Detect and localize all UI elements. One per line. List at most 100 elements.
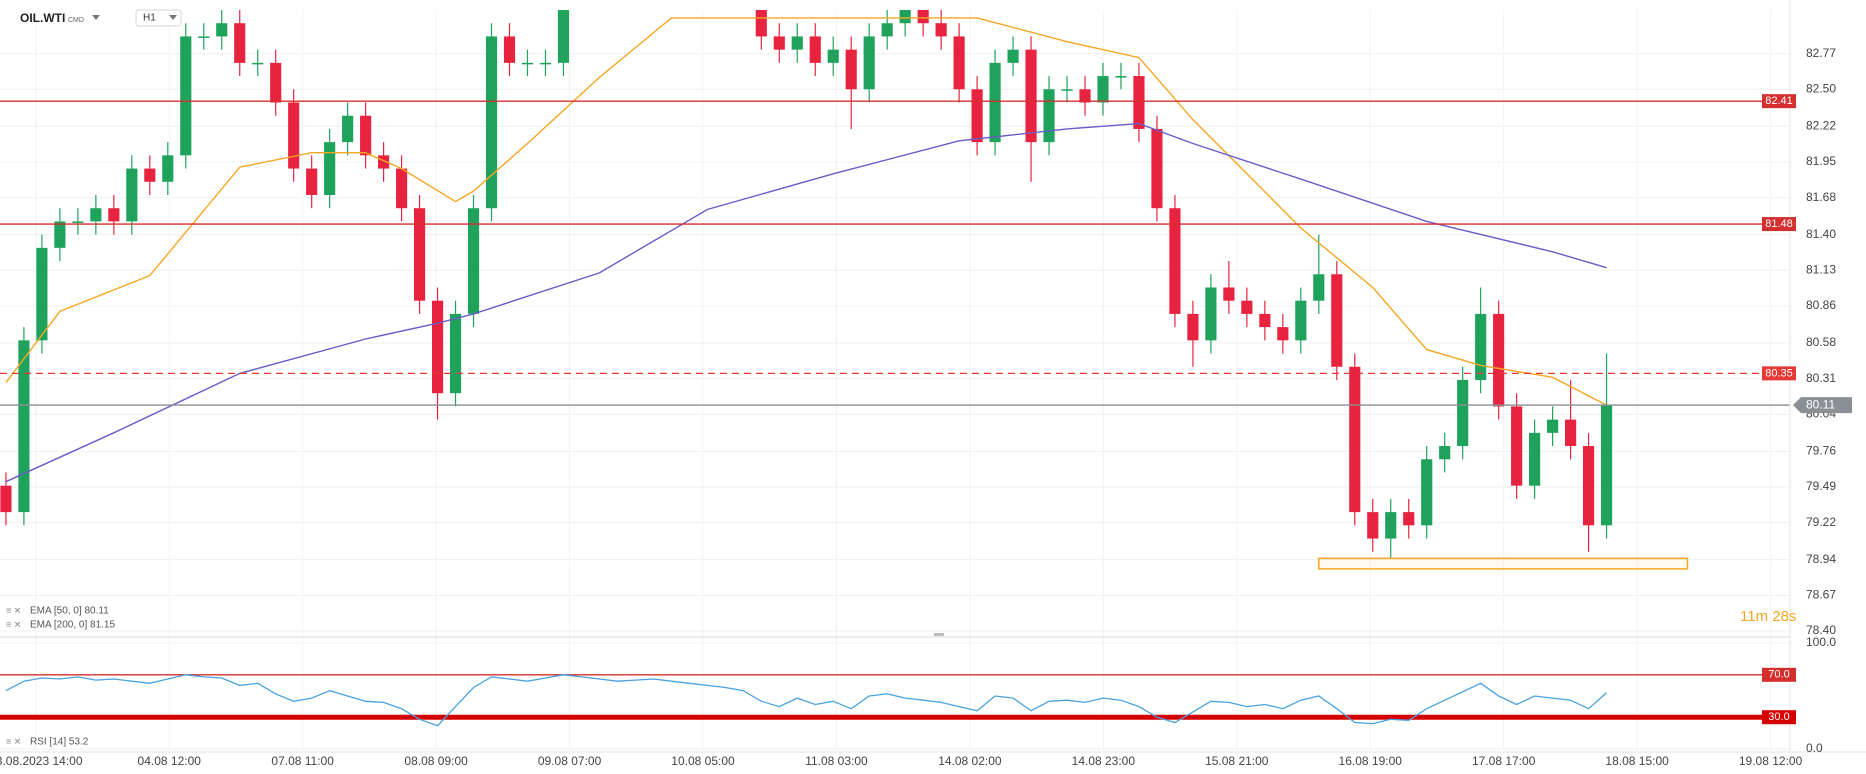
y-tick-label: 78.67 xyxy=(1806,588,1836,602)
candle-body xyxy=(324,142,336,195)
candle-body xyxy=(396,168,408,209)
x-tick-label: 17.08 17:00 xyxy=(1472,754,1536,768)
candle-body xyxy=(431,300,444,394)
candle-body xyxy=(144,168,156,182)
header: OIL.WTI CMD H1 11m 28s xyxy=(20,9,1796,625)
candle-body xyxy=(54,221,66,248)
market: CMD xyxy=(68,17,84,24)
candle-body xyxy=(306,168,318,195)
level-label-box xyxy=(1762,710,1796,725)
x-tick-label: 04.08 12:00 xyxy=(138,754,202,768)
level-label-box xyxy=(1762,667,1796,682)
candle-body xyxy=(1582,446,1595,526)
candle-body xyxy=(288,102,300,169)
x-tick-label: 19.08 12:00 xyxy=(1739,754,1803,768)
candle-body xyxy=(971,89,983,143)
y-tick-label: 80.58 xyxy=(1806,335,1836,349)
candle-body xyxy=(1403,512,1415,526)
y-tick-label: 78.94 xyxy=(1806,552,1836,566)
level-label: 80.35 xyxy=(1765,367,1793,379)
candle-body xyxy=(1313,274,1325,301)
candle-body xyxy=(216,23,228,37)
candle-body xyxy=(378,155,390,169)
symbol-dropdown-caret[interactable] xyxy=(92,15,100,20)
price-plot xyxy=(0,10,1790,570)
candle-body xyxy=(108,208,120,222)
rsi-line xyxy=(5,674,1608,727)
level-label: 81.48 xyxy=(1765,218,1793,230)
candle-body xyxy=(1493,313,1505,407)
axis-labels: 82.77 82.50 82.22 81.95 81.68 81.40 81.13 80.86… xyxy=(0,46,1852,768)
legend: ≡ ✕ EMA [50, 0] 80.11 ≡ ✕ EMA [200, 0] 81.1… xyxy=(6,605,115,747)
candle-body xyxy=(90,208,102,222)
candle-body xyxy=(881,23,893,37)
y-tick-label: 82.50 xyxy=(1806,81,1836,95)
panel-resize-handle[interactable] xyxy=(934,633,944,636)
candle-body xyxy=(1565,419,1577,447)
x-tick-label: 14.08 02:00 xyxy=(938,754,1002,768)
legend-entry: EMA [50, 0] 80.11 xyxy=(30,606,109,617)
level-label-box xyxy=(1762,217,1796,232)
candle-body xyxy=(1097,76,1109,103)
y-tick-label: 78.40 xyxy=(1806,623,1836,637)
candle-body xyxy=(342,115,354,143)
rsi-plot xyxy=(0,674,1790,727)
interval-dropdown-caret[interactable] xyxy=(169,15,177,20)
y-tick-label: 80.86 xyxy=(1806,298,1836,312)
candle-body xyxy=(503,36,516,63)
candle-body xyxy=(1277,327,1289,341)
candle-body xyxy=(1421,459,1433,526)
candle-body xyxy=(162,155,174,182)
candle-body xyxy=(1475,313,1487,380)
candle-body xyxy=(1367,512,1379,539)
candle-body xyxy=(1349,366,1361,513)
candle-body xyxy=(1007,49,1019,63)
candle-body xyxy=(1061,89,1073,91)
candle-body xyxy=(0,485,12,513)
legend-entry: EMA [200, 0] 81.15 xyxy=(30,620,115,631)
candle-body xyxy=(827,49,839,63)
candle-body xyxy=(1439,446,1451,460)
y-tick-label: 81.40 xyxy=(1806,227,1836,241)
symbol[interactable]: OIL.WTI xyxy=(20,11,65,25)
candle-body xyxy=(252,62,264,65)
interval-dropdown[interactable] xyxy=(135,9,182,27)
ema-line xyxy=(5,17,1607,406)
candle-body xyxy=(414,208,426,301)
current-price-label: 80.11 xyxy=(1806,397,1835,411)
candle-body xyxy=(1241,300,1253,314)
candle-body xyxy=(360,115,372,156)
candle-body xyxy=(1223,287,1235,301)
candle-body xyxy=(863,36,875,90)
candle-body xyxy=(1511,406,1523,486)
legend-entry: RSI [14] 53.2 xyxy=(30,737,89,748)
candle-body xyxy=(1187,313,1199,341)
candle-body xyxy=(485,36,498,209)
x-tick-label: 07.08 11:00 xyxy=(271,754,334,768)
candle-body xyxy=(917,10,929,24)
candle-body xyxy=(935,23,947,37)
current-price-marker xyxy=(1793,397,1852,414)
candle-body xyxy=(198,36,210,38)
grid xyxy=(0,10,1790,750)
candle-body xyxy=(1079,89,1091,103)
candle-body xyxy=(809,36,821,63)
candle-body xyxy=(953,36,965,90)
candle-body xyxy=(126,168,138,222)
level-label-box xyxy=(1762,366,1796,381)
candle-body xyxy=(557,10,570,63)
candle-body xyxy=(539,62,552,65)
axes xyxy=(0,0,1866,753)
support-zone xyxy=(1318,557,1689,570)
candle-body xyxy=(270,62,282,103)
candle-body xyxy=(1043,89,1055,143)
ema-line xyxy=(5,122,1607,483)
level-label: 82.41 xyxy=(1765,95,1793,107)
x-tick-label: 18.08 15:00 xyxy=(1605,754,1669,768)
legend-icon: ≡ ✕ xyxy=(6,736,21,746)
candle-body xyxy=(449,313,462,394)
legend-icon: ≡ ✕ xyxy=(6,605,21,615)
interval[interactable]: H1 xyxy=(143,13,156,24)
